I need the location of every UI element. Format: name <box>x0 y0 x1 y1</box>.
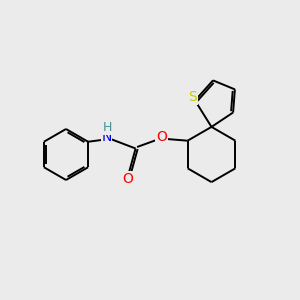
Text: O: O <box>122 172 133 186</box>
Text: H: H <box>102 121 112 134</box>
Text: O: O <box>156 130 167 144</box>
Text: S: S <box>188 90 197 104</box>
Text: N: N <box>101 130 112 144</box>
